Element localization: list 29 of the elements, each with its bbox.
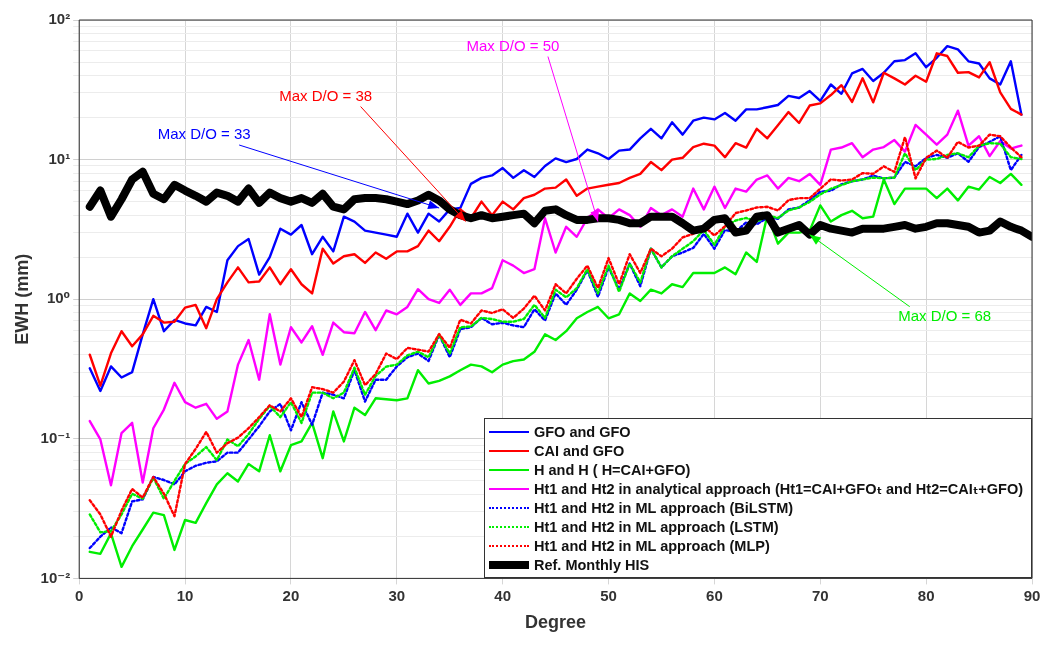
x-tick-label: 70 <box>811 586 829 604</box>
legend-label: Ht1 and Ht2 in ML approach (LSTM) <box>533 518 779 535</box>
y-tick-label: 10¹ <box>48 149 71 167</box>
y-tick-label: 10⁻¹ <box>40 428 71 446</box>
x-tick-label: 10 <box>176 586 194 604</box>
y-tick-label: 10⁰ <box>46 289 71 307</box>
legend-label: Ht1 and Ht2 in ML approach (MLP) <box>533 537 770 554</box>
x-tick-label: 30 <box>388 586 406 604</box>
annotation: Max D/O = 50 <box>466 36 560 54</box>
x-tick-label: 0 <box>75 586 84 604</box>
annotation: Max D/O = 38 <box>279 86 373 104</box>
y-axis-title: EWH (mm) <box>11 253 32 345</box>
legend-label: Ref. Monthly HIS <box>533 556 650 573</box>
legend-label: Ht1 and Ht2 in analytical approach (Ht1=CAI+GFOₜ and Ht2=CAIₜ+GFO) <box>533 480 1023 497</box>
legend-label: GFO and GFO <box>533 423 631 440</box>
x-tick-label: 80 <box>917 586 935 604</box>
x-tick-label: 50 <box>600 586 617 604</box>
legend-label: CAI and GFO <box>533 442 625 459</box>
legend-label: Ht1 and Ht2 in ML approach (BiLSTM) <box>533 499 794 516</box>
y-tick-label: 10² <box>48 10 71 28</box>
legend-label: H and H ( H=CAI+GFO) <box>533 461 691 478</box>
x-axis-title: Degree <box>525 612 587 633</box>
x-tick-label: 20 <box>282 586 300 604</box>
annotation: Max D/O = 68 <box>898 306 992 324</box>
x-tick-label: 90 <box>1023 586 1041 604</box>
x-tick-label: 60 <box>706 586 723 604</box>
annotation: Max D/O = 33 <box>157 125 251 143</box>
x-tick-label: 40 <box>494 586 512 604</box>
y-tick-label: 10⁻² <box>40 568 71 586</box>
